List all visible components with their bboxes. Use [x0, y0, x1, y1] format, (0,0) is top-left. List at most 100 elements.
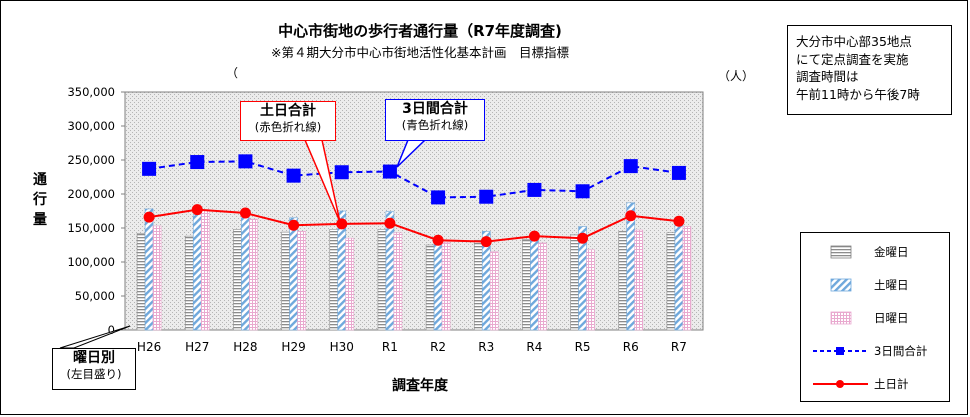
bar-saturday: [433, 237, 443, 331]
by-day-callout: 曜日別 (左目盛り): [52, 348, 136, 390]
bar-friday: [522, 239, 531, 331]
unit-label: （人）: [718, 69, 755, 83]
bar-sunday: [200, 209, 210, 331]
three-day-total-point: [286, 168, 301, 183]
y-tick-label: 150,000: [67, 221, 115, 235]
bar-friday: [425, 244, 435, 331]
legend-item-friday: 金曜日: [801, 243, 951, 261]
weekend-total-point: [143, 211, 155, 223]
y-tick-label: 250,000: [67, 153, 115, 167]
three-day-total-point: [334, 165, 349, 180]
legend-sunday-label: 日曜日: [874, 311, 909, 325]
bar-friday: [473, 239, 483, 331]
x-tick-label: R6: [623, 340, 639, 354]
three-day-total-point: [142, 161, 157, 176]
three-day-total-point: [238, 154, 253, 169]
weekend-total-point: [239, 207, 251, 219]
y-axis-label: 通行量: [33, 172, 47, 228]
bar-saturday: [385, 211, 395, 331]
legend-sunday-swatch: [830, 311, 852, 325]
info-line-4: 午前11時から午後7時: [796, 86, 920, 102]
bar-friday: [377, 229, 387, 331]
y-tick-label: 350,000: [67, 85, 115, 99]
legend-saturday-swatch: [830, 278, 852, 292]
y-tick-label: 50,000: [75, 289, 115, 303]
weekend-callout-title: 土日合計: [260, 103, 316, 119]
x-tick-label: H29: [281, 340, 305, 354]
legend-three-day-swatch: [813, 347, 868, 355]
chart-subtitle: ※第４期大分市中心市街地活性化基本計画 目標指標: [271, 45, 569, 60]
bar-friday: [136, 233, 146, 331]
legend-item-sunday: 日曜日: [801, 309, 951, 327]
x-tick-label: R2: [430, 340, 446, 354]
x-tick-label: R5: [575, 340, 591, 354]
legend-item-saturday: 土曜日: [801, 276, 951, 294]
weekend-total-point: [577, 232, 589, 244]
info-line-1: 大分市中心部35地点: [796, 34, 912, 49]
x-axis-label: 調査年度: [392, 378, 448, 394]
legend-weekend-label: 土日計: [874, 377, 909, 391]
bar-sunday: [586, 249, 595, 331]
weekend-total-point: [432, 234, 444, 246]
weekend-total-point: [288, 219, 300, 231]
x-tick-label: H27: [185, 340, 209, 354]
y-axis: 0 50,000 100,000 150,000 200,000 250,000 300,0…: [67, 85, 125, 337]
x-tick-label: R3: [478, 340, 494, 354]
legend-weekend-swatch: [813, 380, 868, 388]
three-day-total-point: [190, 155, 205, 170]
legend-friday-swatch: [830, 245, 852, 259]
day-callout-pointer: [59, 325, 131, 349]
three-day-total-point: [527, 182, 542, 197]
x-tick-label: R4: [526, 340, 542, 354]
bar-saturday: [626, 202, 636, 331]
bar-sunday: [489, 251, 499, 331]
three-day-total-point: [623, 159, 638, 174]
three-day-total-point: [575, 184, 590, 199]
bar-series: [136, 202, 692, 331]
bar-sunday: [249, 218, 258, 331]
line-series: [142, 154, 686, 248]
three-day-total-point: [382, 164, 397, 179]
bar-sunday: [441, 241, 451, 331]
bar-saturday: [289, 217, 298, 331]
y-tick-label: 0: [108, 323, 115, 337]
bar-sunday: [297, 231, 306, 331]
bar-friday: [618, 231, 628, 331]
paren-left: （: [226, 66, 239, 80]
bar-saturday: [192, 214, 202, 331]
three-day-total-line: [148, 160, 680, 199]
x-tick-label: R7: [671, 340, 687, 354]
bar-saturday: [674, 217, 684, 331]
survey-info-box: 大分市中心部35地点 にて定点調査を実施 調査時間は 午前11時から午後7時: [787, 25, 952, 115]
legend-friday-label: 金曜日: [874, 245, 909, 259]
weekend-total-point: [384, 217, 396, 229]
bar-friday: [281, 231, 290, 331]
weekend-callout-sub: (赤色折れ線): [254, 120, 322, 134]
weekend-total-point: [480, 236, 492, 248]
bar-friday: [233, 229, 242, 331]
y-tick-label: 200,000: [67, 187, 115, 201]
by-day-callout-title: 曜日別: [73, 350, 115, 366]
y-tick-label: 300,000: [67, 119, 115, 133]
x-tick-label: R1: [382, 340, 398, 354]
legend-item-three-day-total: 3日間合計: [801, 342, 951, 360]
y-tick-label: 100,000: [67, 255, 115, 269]
x-tick-label: H26: [137, 340, 161, 354]
bar-sunday: [393, 232, 403, 331]
legend: 金曜日 土曜日 日曜日 3日間合計 土日計: [800, 232, 950, 402]
bar-saturday: [241, 217, 250, 331]
bar-sunday: [538, 242, 547, 331]
bar-saturday: [144, 208, 154, 331]
weekend-total-point: [528, 230, 540, 242]
by-day-callout-sub: (左目盛り): [66, 367, 122, 381]
legend-saturday-label: 土曜日: [874, 278, 909, 292]
three-day-total-point: [671, 165, 686, 180]
three-day-total-callout: 3日間合計 (青色折れ線): [385, 99, 485, 141]
weekend-total-line: [148, 208, 680, 243]
weekend-total-callout: 土日合計 (赤色折れ線): [240, 101, 336, 141]
x-tick-label: H28: [233, 340, 257, 354]
three-day-total-point: [479, 189, 494, 204]
info-line-3: 調査時間は: [796, 69, 859, 84]
x-axis: H26 H27 H28 H29 H30 R1 R2 R3 R4 R5 R6 R7: [137, 340, 687, 354]
bar-saturday: [530, 234, 539, 331]
